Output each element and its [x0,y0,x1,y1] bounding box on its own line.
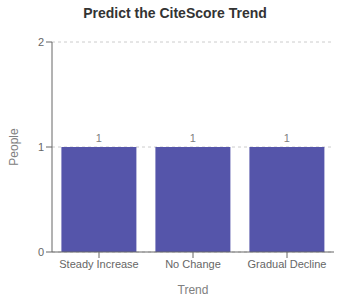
svg-text:1: 1 [96,132,102,144]
svg-text:1: 1 [190,132,196,144]
svg-text:People: People [8,128,21,166]
svg-text:1: 1 [38,141,44,153]
svg-text:Trend: Trend [178,283,209,297]
svg-text:1: 1 [284,132,290,144]
svg-text:Gradual Decline: Gradual Decline [248,258,327,270]
svg-text:Steady Increase: Steady Increase [59,258,139,270]
svg-text:2: 2 [38,36,44,48]
svg-text:No Change: No Change [165,258,221,270]
svg-text:0: 0 [38,246,44,258]
html-text:Predict the CiteScore Trend: Predict the CiteScore Trend [83,5,267,21]
